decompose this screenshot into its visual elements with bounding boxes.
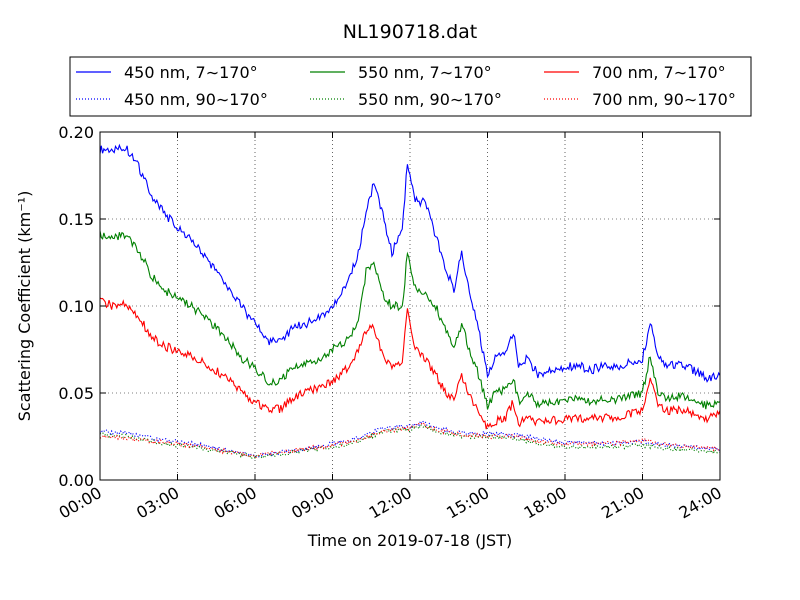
legend-label: 550 nm, 7∼170° xyxy=(358,63,492,82)
legend-label: 700 nm, 7∼170° xyxy=(592,63,726,82)
x-tick-label: 21:00 xyxy=(598,483,647,523)
series-line-3 xyxy=(99,297,721,430)
x-tick-label: 18:00 xyxy=(521,483,570,523)
y-tick-label: 0.05 xyxy=(58,384,94,403)
legend-label: 550 nm, 90∼170° xyxy=(358,90,502,109)
legend-box xyxy=(69,56,752,117)
y-axis-label: Scattering Coefficient (km⁻¹) xyxy=(15,191,34,422)
chart-title: NL190718.dat xyxy=(343,21,478,43)
legend-label: 700 nm, 90∼170° xyxy=(592,90,736,109)
x-tick-label: 15:00 xyxy=(443,483,492,523)
y-tick-label: 0.20 xyxy=(58,123,94,142)
series-line-5 xyxy=(99,424,721,460)
x-tick-label: 09:00 xyxy=(288,483,337,523)
legend-label: 450 nm, 7∼170° xyxy=(124,63,258,82)
series-line-4 xyxy=(99,419,721,458)
series-line-1 xyxy=(99,143,721,383)
x-tick-label: 06:00 xyxy=(211,483,260,523)
x-axis-label: Time on 2019-07-18 (JST) xyxy=(307,531,512,550)
y-tick-label: 0.15 xyxy=(58,210,94,229)
x-tick-label: 03:00 xyxy=(133,483,182,523)
series-line-6 xyxy=(99,421,721,459)
x-tick-label: 12:00 xyxy=(366,483,415,523)
y-tick-label: 0.00 xyxy=(58,471,94,490)
legend: 450 nm, 7∼170° 550 nm, 7∼170° 700 nm, 7∼17… xyxy=(69,56,752,117)
y-tick-label: 0.10 xyxy=(58,297,94,316)
legend-label: 450 nm, 90∼170° xyxy=(124,90,268,109)
series-layer xyxy=(99,143,721,460)
series-line-2 xyxy=(99,230,721,410)
axes: 00:00 03:00 06:00 09:00 12:00 15:00 18:00 21:00… xyxy=(56,123,725,523)
x-tick-label: 24:00 xyxy=(676,483,725,523)
